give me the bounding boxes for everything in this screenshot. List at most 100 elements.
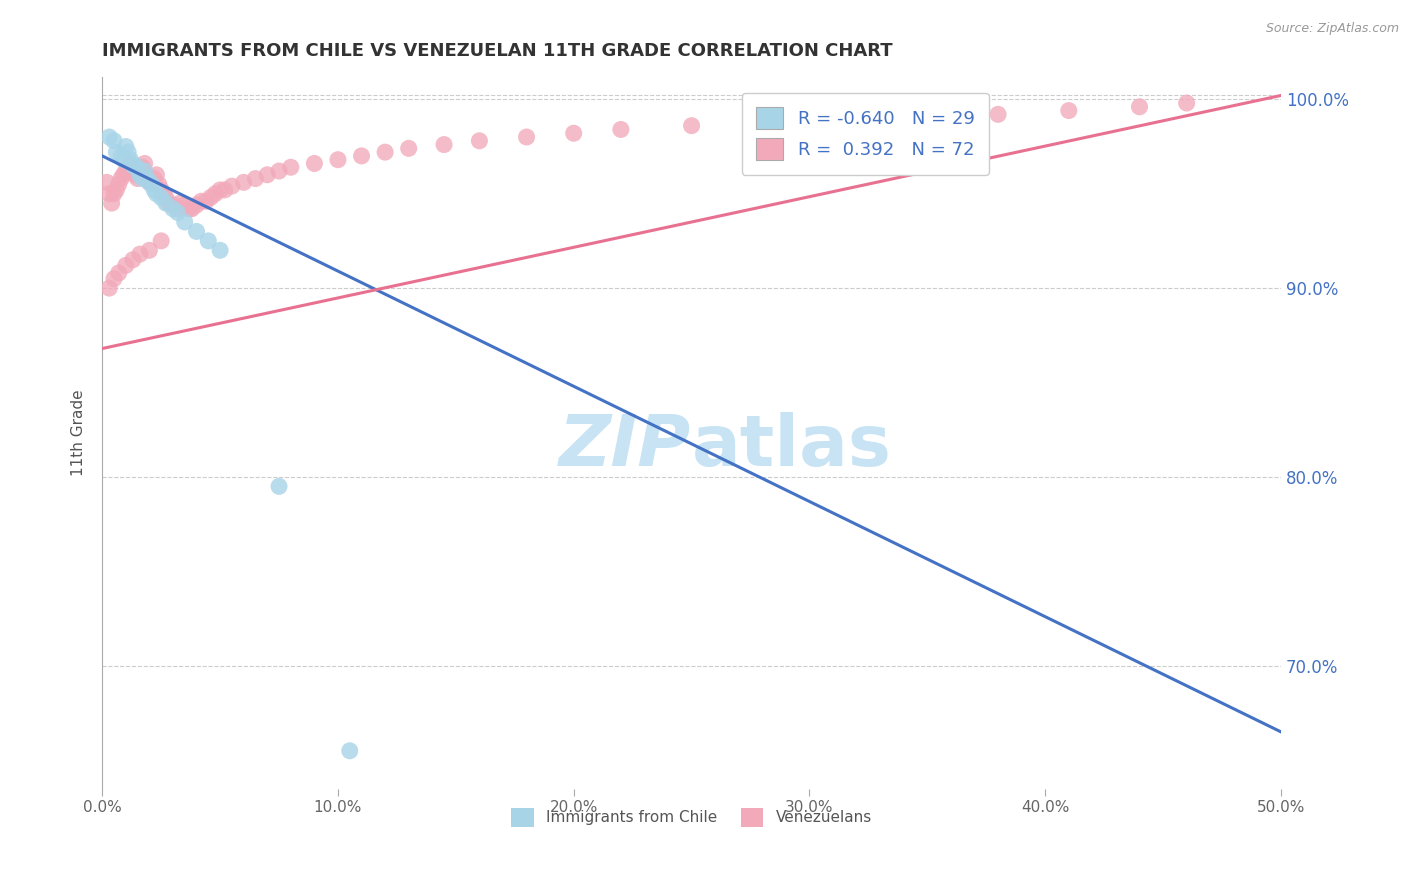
Text: atlas: atlas [692, 412, 891, 482]
Point [186, 224, 208, 238]
Point [326, 153, 349, 167]
Point [114, 139, 136, 153]
Point [127, 162, 149, 177]
Point [131, 160, 153, 174]
Point [98, 186, 121, 201]
Point [821, 115, 844, 129]
Point [114, 259, 136, 273]
Point [152, 186, 174, 201]
Point [150, 183, 173, 197]
Point [103, 134, 125, 148]
Point [169, 196, 191, 211]
Point [166, 205, 188, 219]
Point [127, 171, 149, 186]
Text: Source: ZipAtlas.com: Source: ZipAtlas.com [1265, 22, 1399, 36]
Point [112, 168, 135, 182]
Point [129, 168, 152, 182]
Point [134, 156, 156, 170]
Point [1057, 103, 1080, 118]
Point [267, 164, 290, 178]
Point [214, 183, 236, 197]
Point [917, 111, 939, 125]
Point [124, 168, 146, 182]
Point [209, 183, 232, 197]
Point [162, 198, 184, 212]
Point [166, 202, 188, 216]
Point [121, 162, 143, 177]
Point [107, 266, 129, 280]
Point [339, 744, 361, 758]
Legend: Immigrants from Chile, Venezuelans: Immigrants from Chile, Venezuelans [503, 800, 880, 834]
Point [120, 153, 142, 167]
Point [610, 122, 633, 136]
Point [145, 186, 167, 201]
Point [103, 186, 125, 201]
Point [141, 178, 163, 192]
Point [1175, 96, 1198, 111]
Point [105, 145, 128, 160]
Point [145, 168, 167, 182]
Point [194, 194, 217, 209]
Point [110, 171, 132, 186]
Point [121, 252, 143, 267]
Point [304, 156, 326, 170]
Point [138, 244, 160, 258]
Point [200, 190, 222, 204]
Point [141, 178, 163, 192]
Point [232, 175, 254, 189]
Point [190, 194, 212, 209]
Point [96, 175, 118, 189]
Point [143, 183, 166, 197]
Point [121, 158, 143, 172]
Point [134, 164, 156, 178]
Point [1128, 100, 1150, 114]
Point [433, 137, 456, 152]
Point [245, 171, 267, 186]
Point [143, 171, 166, 186]
Point [516, 130, 538, 145]
Point [105, 183, 128, 197]
Point [204, 186, 226, 201]
Point [124, 158, 146, 172]
Point [987, 107, 1010, 121]
Point [256, 168, 278, 182]
Point [136, 171, 159, 186]
Point [157, 196, 180, 211]
Text: IMMIGRANTS FROM CHILE VS VENEZUELAN 11TH GRADE CORRELATION CHART: IMMIGRANTS FROM CHILE VS VENEZUELAN 11TH… [103, 42, 893, 60]
Point [117, 160, 139, 174]
Point [197, 234, 219, 248]
Point [350, 149, 373, 163]
Point [398, 141, 420, 155]
Point [180, 202, 202, 216]
Y-axis label: 11th Grade: 11th Grade [72, 389, 86, 475]
Point [103, 271, 125, 285]
Point [100, 196, 122, 211]
Point [186, 198, 208, 212]
Point [136, 168, 159, 182]
Point [148, 178, 170, 192]
Point [131, 171, 153, 186]
Point [681, 119, 703, 133]
Point [209, 244, 232, 258]
Point [173, 215, 195, 229]
Text: ZIP: ZIP [560, 412, 692, 482]
Point [173, 198, 195, 212]
Point [120, 156, 142, 170]
Point [155, 190, 177, 204]
Point [280, 160, 302, 174]
Point [374, 145, 396, 160]
Point [155, 196, 177, 211]
Point [112, 153, 135, 167]
Point [117, 145, 139, 160]
Point [751, 115, 773, 129]
Point [562, 126, 585, 140]
Point [138, 175, 160, 189]
Point [98, 130, 121, 145]
Point [98, 281, 121, 295]
Point [179, 202, 201, 216]
Point [107, 178, 129, 192]
Point [267, 479, 290, 493]
Point [138, 175, 160, 189]
Point [129, 164, 152, 178]
Point [114, 164, 136, 178]
